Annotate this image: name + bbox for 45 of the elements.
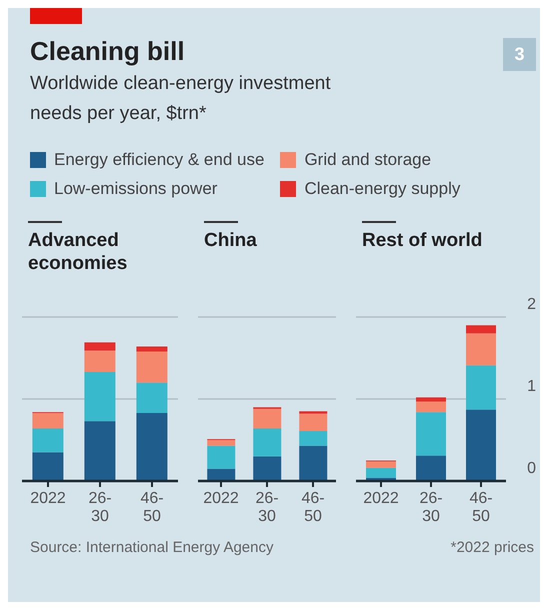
bar <box>136 412 168 481</box>
bar <box>84 342 116 351</box>
bar <box>253 408 282 429</box>
x-tick-label: 46-50 <box>301 490 325 525</box>
x-tick-label: 26-30 <box>88 490 112 525</box>
bar <box>253 456 282 481</box>
text: *2022 prices <box>450 539 534 556</box>
bar <box>207 468 236 481</box>
y-tick-label: 0 <box>527 460 536 477</box>
legend-label: Energy efficiency & end use <box>53 148 264 170</box>
bar <box>299 430 328 446</box>
legend-label: Grid and storage <box>303 148 432 170</box>
x-tick-label: 46-50 <box>140 490 164 525</box>
bar <box>299 411 328 414</box>
bar <box>32 452 64 481</box>
bar <box>84 421 116 481</box>
text: 3 <box>503 38 536 71</box>
bar <box>84 372 116 422</box>
text: Advanced economies <box>28 229 128 275</box>
legend-label: Clean-energy supply <box>303 178 460 200</box>
bar <box>136 351 168 383</box>
bar <box>207 446 236 469</box>
x-tick-label: 26-30 <box>255 490 279 525</box>
bar <box>299 414 328 431</box>
bar <box>32 412 64 429</box>
y-tick-label: 1 <box>527 378 536 395</box>
bar <box>299 446 328 481</box>
chart-subtitle: Worldwide clean-energy investment needs per year, $trn* <box>30 72 332 126</box>
x-tick-label: 2022 <box>203 490 239 507</box>
x-tick-label: 2022 <box>30 490 66 507</box>
text: Rest of world <box>362 229 484 252</box>
legend-label: Low-emissions power <box>53 178 218 200</box>
y-tick-label: 2 <box>527 296 536 313</box>
bar <box>32 428 64 452</box>
bar <box>136 346 168 352</box>
bar <box>253 428 282 456</box>
x-tick-label: 46-50 <box>469 490 493 525</box>
bar <box>84 350 116 372</box>
x-tick-label: 26-30 <box>419 490 443 525</box>
bar <box>136 382 168 413</box>
bar <box>207 440 236 446</box>
text: China <box>204 229 258 252</box>
chart-title: Cleaning bill <box>30 36 185 66</box>
source-note: Source: International Energy Agency <box>30 539 274 556</box>
x-tick-label: 2022 <box>363 490 399 507</box>
